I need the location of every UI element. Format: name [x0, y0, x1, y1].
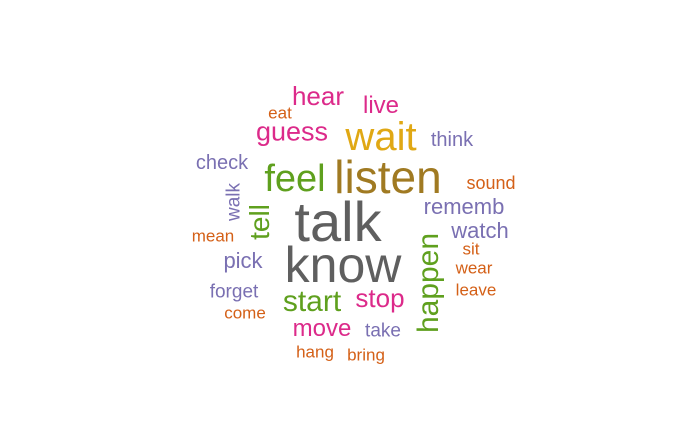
word-wear: wear: [455, 258, 493, 278]
word-guess: guess: [255, 116, 329, 147]
word-mean: mean: [191, 226, 235, 246]
word-forget: forget: [209, 281, 259, 303]
word-sit: sit: [462, 239, 480, 259]
word-walk: walk: [223, 182, 245, 222]
word-know: know: [284, 237, 402, 293]
word-move: move: [292, 315, 352, 342]
word-tell: tell: [244, 204, 275, 240]
word-bring: bring: [347, 345, 385, 365]
word-happen: happen: [412, 232, 445, 334]
word-wait: wait: [345, 115, 417, 159]
word-listen: listen: [334, 151, 442, 203]
word-rememb: rememb: [423, 194, 505, 219]
word-check: check: [195, 152, 249, 174]
word-sound: sound: [466, 173, 516, 193]
word-live: live: [362, 92, 400, 119]
word-leave: leave: [455, 280, 497, 300]
word-hear: hear: [291, 81, 345, 111]
word-think: think: [430, 129, 474, 151]
word-come: come: [224, 303, 266, 323]
word-feel: feel: [264, 158, 326, 200]
word-start: start: [282, 285, 342, 318]
word-eat: eat: [268, 103, 292, 123]
word-stop: stop: [355, 283, 405, 313]
word-talk: talk: [294, 190, 382, 253]
word-watch: watch: [451, 218, 509, 243]
word-take: take: [365, 320, 401, 342]
word-hang: hang: [296, 342, 334, 362]
word-pick: pick: [223, 248, 263, 273]
